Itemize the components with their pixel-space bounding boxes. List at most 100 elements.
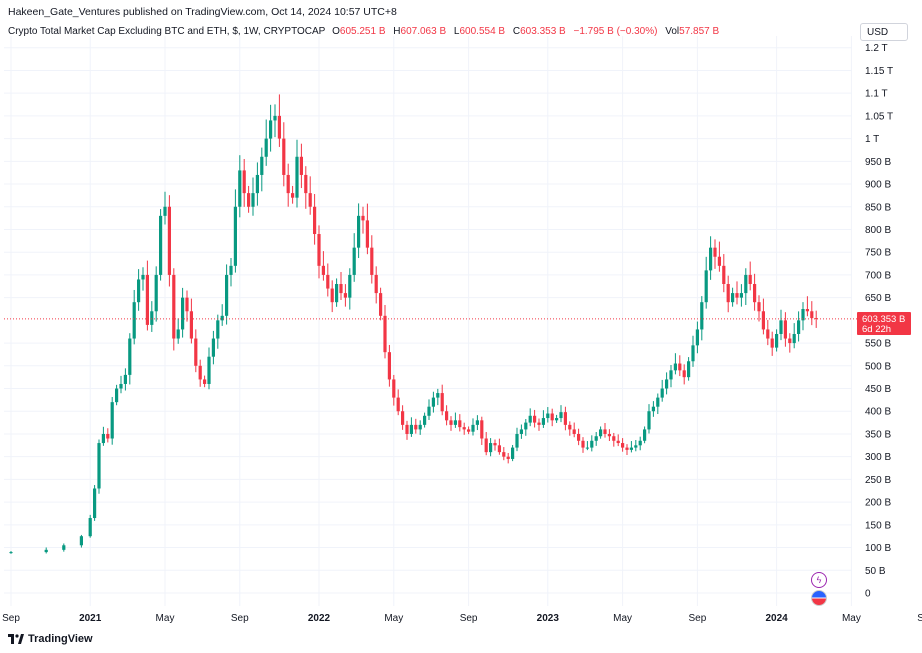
candle-body [255,174,259,194]
candle-body [383,315,387,353]
candle-body [194,338,198,366]
candle-body [625,447,629,450]
high-label: H [393,26,401,37]
y-tick-label: 950 B [865,157,891,168]
countdown-value: 6d 22h [862,324,891,335]
open-value: 605.251 B [339,26,386,37]
candle-body [524,422,528,430]
candle-body [93,488,97,519]
lightning-icon[interactable]: ϟ [811,572,827,588]
candle-body [731,293,735,303]
symbol-title[interactable]: Crypto Total Market Cap Excluding BTC an… [8,26,326,37]
time-axis[interactable]: Sep 2021 May Sep 2022 May Sep 2023 May Sep 2024 May… [2,613,922,624]
y-tick-label: 200 B [865,498,891,509]
y-tick-label: 700 B [865,270,891,281]
tradingview-footer[interactable]: TradingView [8,633,93,645]
candle-body [9,552,13,554]
candle-body [779,320,783,334]
candle-body [594,436,598,441]
candle-body [172,274,176,339]
candle-body [722,265,726,285]
candle-body [176,329,180,339]
candle-body [392,379,396,398]
candle-body [682,370,686,378]
low-label: L [453,26,460,37]
candle-body [467,429,471,432]
candle-body [374,274,378,294]
candle-body [493,443,497,446]
candle-body [326,274,330,289]
y-tick-label: 300 B [865,452,891,463]
candle-body [621,443,625,448]
y-tick-label: 800 B [865,225,891,236]
y-tick-label: 1 T [865,134,879,145]
candle-body [577,433,581,441]
candle-body [115,388,119,403]
high-value: 607.063 B [400,26,447,37]
candle-body [317,234,321,266]
candle-body [788,338,792,344]
candle-body [405,424,409,434]
y-tick-label: 450 B [865,384,891,395]
price-axis[interactable]: 1.2 T 1.15 T 1.1 T 1.05 T 1 T 950 B 900 B 850 B… [865,43,893,599]
x-tick-label: 2021 [79,613,102,624]
candle-body [88,518,92,537]
candle-body [145,274,149,325]
candle-body [247,193,251,207]
candle-body [207,356,211,384]
candle-body [264,138,268,157]
x-tick-label: 2023 [537,613,560,624]
candle-body [238,170,242,207]
candle-body [106,433,110,439]
candle-body [97,443,101,489]
y-tick-label: 400 B [865,407,891,418]
change-value: −1.795 B (−0.30%) [573,26,658,37]
candle-body [502,452,506,457]
candle-body [739,293,743,298]
x-tick-label: 2024 [765,613,788,624]
last-price-tag: 603.353 B 6d 22h [857,312,911,335]
candle-body [185,297,189,312]
currency-button[interactable]: USD [860,23,908,41]
y-tick-label: 1.05 T [865,111,893,122]
candle-body [110,402,114,439]
candle-body [304,174,308,194]
candle-body [713,247,717,257]
candle-body [361,215,365,221]
candle-body [559,412,563,419]
candle-body [321,265,325,275]
candle-body [137,279,141,303]
candle-body [132,302,136,339]
volume-label: Vol [665,26,680,37]
candle-body [471,424,475,432]
volume-value: 57.857 B [679,26,720,37]
candle-body [489,443,493,453]
y-tick-label: 1.2 T [865,43,888,54]
candle-body [159,215,163,275]
candle-body [687,361,691,378]
candle-body [656,397,660,407]
candle-body [744,274,748,294]
candle-body [365,220,369,248]
last-price-value: 603.353 B [862,314,905,325]
candle-body [603,429,607,434]
candle-body [660,388,664,398]
x-tick-label: Sep [2,613,20,624]
publish-info: Hakeen_Gate_Ventures published on Tradin… [8,6,397,18]
candle-body [511,447,515,459]
candle-body [541,418,545,425]
candle-body [753,284,757,303]
close-value: 603.353 B [520,26,566,37]
x-tick-label: May [613,613,632,624]
candle-body [458,420,462,428]
x-tick-label: Sep [231,613,249,624]
x-tick-label: 2022 [308,613,331,624]
us-flag-icon[interactable] [811,590,827,606]
candle-body [717,256,721,266]
candle-body [805,309,809,312]
candle-body [427,406,431,416]
candle-body [726,284,730,303]
candle-body [352,247,356,275]
candle-body [814,318,818,320]
